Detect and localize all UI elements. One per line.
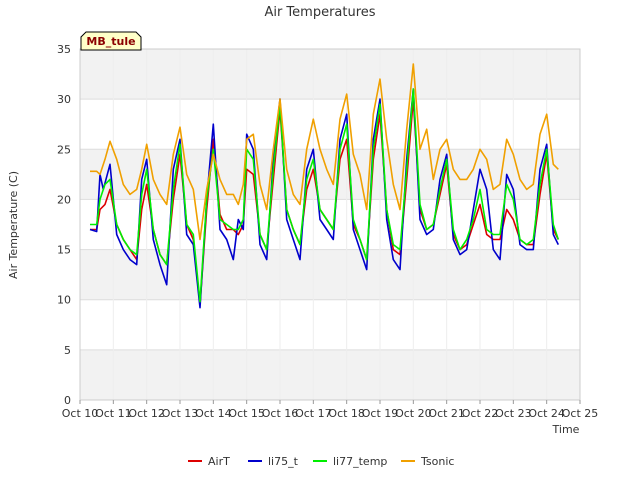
y-tick-label: 0 xyxy=(64,394,71,407)
x-tick-label: Oct 18 xyxy=(328,407,365,420)
x-tick-label: Oct 12 xyxy=(128,407,165,420)
y-axis-ticks: 0 5 10 15 20 25 30 35 xyxy=(57,43,71,407)
x-tick-label: Oct 25 xyxy=(562,407,599,420)
y-tick-label: 30 xyxy=(57,93,71,106)
chart-title: Air Temperatures xyxy=(264,5,375,20)
x-tick-label: Oct 13 xyxy=(162,407,199,420)
x-tick-label: Oct 14 xyxy=(195,407,232,420)
legend-label-li75-t: li75_t xyxy=(268,455,299,468)
grid-band xyxy=(80,249,580,300)
y-tick-label: 15 xyxy=(57,244,71,257)
site-label-box xyxy=(80,31,142,51)
series-lines xyxy=(89,63,560,309)
x-tick-label: Oct 10 xyxy=(62,407,99,420)
x-tick-label: Oct 16 xyxy=(262,407,299,420)
x-tick-label: Oct 15 xyxy=(228,407,265,420)
x-tick-label: Oct 11 xyxy=(95,407,132,420)
y-tick-label: 5 xyxy=(64,344,71,357)
y-tick-label: 10 xyxy=(57,294,71,307)
site-label: MB_tule xyxy=(80,31,142,51)
grid-band xyxy=(80,349,580,400)
y-tick-label: 35 xyxy=(57,43,71,56)
x-axis-label: Time xyxy=(552,423,580,436)
y-tick-label: 20 xyxy=(57,193,71,206)
legend-label-tsonic: Tsonic xyxy=(420,455,454,468)
site-label-text: MB_tule xyxy=(86,35,135,48)
x-tick-label: Oct 23 xyxy=(495,407,532,420)
x-tick-label: Oct 19 xyxy=(362,407,399,420)
x-tick-label: Oct 24 xyxy=(528,407,565,420)
series-line-li77-temp xyxy=(90,88,560,303)
x-tick-label: Oct 17 xyxy=(295,407,332,420)
legend: AirT li75_t li77_temp Tsonic xyxy=(188,455,454,468)
legend-label-li77-temp: li77_temp xyxy=(333,455,387,468)
grid-band xyxy=(80,49,580,100)
y-axis-label: Air Temperature (C) xyxy=(7,171,20,279)
x-tick-label: Oct 21 xyxy=(428,407,465,420)
legend-label-airt: AirT xyxy=(208,455,230,468)
x-tick-label: Oct 22 xyxy=(462,407,499,420)
grid-band xyxy=(80,149,580,200)
x-tick-label: Oct 20 xyxy=(395,407,432,420)
grid-bands xyxy=(80,49,580,400)
plot-border xyxy=(79,48,581,401)
series-line-tsonic xyxy=(90,63,559,241)
y-tick-label: 25 xyxy=(57,143,71,156)
